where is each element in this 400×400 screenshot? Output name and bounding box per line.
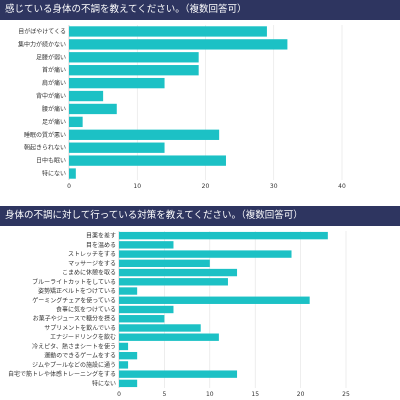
chart-2-bar	[119, 259, 210, 268]
chart-2-category-label: こまめに休憩を取る	[62, 269, 116, 277]
chart-1-bar	[69, 77, 165, 89]
chart-2-category-label: マッサージをする	[68, 260, 116, 267]
chart-2-tick-label: 0	[117, 391, 121, 398]
chart-2-category-label: 運動のできるゲームをする	[44, 352, 116, 360]
chart-1-tick-label: 0	[67, 183, 71, 190]
chart-2-tick-label: 20	[297, 391, 305, 398]
chart-2-plot: 目薬を差す目を温めるストレッチをするマッサージをするこまめに休憩を取るブルーライ…	[8, 231, 350, 398]
chart-1-bar	[69, 116, 83, 128]
chart-1-bar	[69, 103, 117, 115]
chart-1-category-label: 睡眠の質が悪い	[24, 131, 66, 139]
chart-2-bar	[119, 324, 201, 332]
chart-2-bar	[119, 296, 310, 304]
chart-2-bar	[119, 351, 138, 360]
chart-1-bar	[69, 168, 76, 179]
chart-2-tick-label: 10	[206, 391, 214, 398]
chart-2-bar	[119, 315, 165, 323]
chart-2-bar	[119, 250, 292, 258]
chart-2-bar	[119, 379, 138, 388]
chart-1-bar	[69, 142, 165, 153]
chart-1-category-label: 腰が痛い	[42, 105, 66, 113]
chart-1-tick-label: 30	[270, 183, 278, 190]
chart-2-bar	[119, 342, 129, 351]
chart-2-category-label: ストレッチをする	[68, 251, 116, 258]
chart-1-category-label: 足が痛い	[42, 118, 66, 126]
chart-2-bar	[119, 231, 328, 240]
chart-2-bar	[119, 278, 228, 286]
chart-2-tick-label: 15	[251, 391, 259, 398]
chart-1-category-label: 首が痛い	[42, 66, 66, 74]
chart-2-category-label: エナジードリンクを飲む	[50, 333, 116, 341]
chart-panel-2: 身体の不調に対して行っている対策を教えてください。（複数回答可） 目薬を差す 目を…	[0, 206, 400, 400]
chart-2-category-label: 姿勢矯正ベルトをつけている	[38, 287, 116, 295]
chart-2-bar	[119, 361, 129, 369]
chart-2-bar	[119, 370, 238, 378]
chart-1-bar	[69, 52, 199, 63]
chart-1-tick-label: 10	[133, 183, 141, 190]
chart-2-category-label: 目を温める	[86, 241, 116, 249]
chart-1-category-label: 肩が痛い	[42, 79, 66, 87]
chart-1-bar	[69, 65, 199, 76]
chart-1-bar	[69, 39, 288, 50]
chart-2-category-label: お菓子やジュースで糖分を摂る	[33, 315, 116, 323]
chart-1-plot: 目がぼやけてくる集中力が続かない足腰が弱い首が痛い肩が痛い背中が痛い腰が痛い足が…	[18, 25, 346, 190]
chart-1-category-label: 足腰が弱い	[36, 53, 66, 61]
chart-2-category-label: ゲーミングチェアを使っている	[32, 296, 116, 304]
chart-2-category-label: ブルーライトカットをしている	[32, 278, 116, 286]
chart-2-category-label: 目薬を差す	[86, 232, 116, 240]
chart-1-category-label: 日中も眠い	[36, 157, 66, 165]
chart-2-tick-label: 5	[162, 391, 166, 398]
chart-2-category-label: サプリメントを飲んでいる	[44, 324, 116, 332]
chart-1-category-label: 朝起きられない	[24, 144, 66, 152]
chart-1-category-label: 背中が痛い	[36, 92, 66, 100]
chart-1-category-label: 目がぼやけてくる	[18, 27, 66, 35]
chart-2-tick-label: 25	[342, 391, 350, 398]
chart-1-tick-label: 40	[338, 183, 346, 190]
chart-2-bar	[119, 268, 238, 277]
chart-1-bar	[69, 129, 220, 140]
chart-2-category-label: 冷えピタ、熱さまシートを使う	[32, 342, 116, 350]
chart-1-bar	[69, 90, 104, 102]
chart-2-category-label: 食事に気をつけている	[56, 306, 116, 314]
chart-2-title: 身体の不調に対して行っている対策を教えてください。（複数回答可）	[0, 206, 400, 226]
chart-2-category-label: 特にない	[92, 379, 116, 387]
chart-2-bar	[119, 287, 138, 295]
chart-1-category-label: 特にない	[42, 170, 66, 178]
chart-1-tick-label: 20	[202, 183, 210, 190]
chart-panel-1: 感じている身体の不調を教えてください。（複数回答可） 目がぼやけてくる 集中力が続…	[0, 0, 400, 190]
chart-1-bar	[69, 26, 267, 37]
chart-1-category-label: 集中力が続かない	[18, 40, 66, 48]
chart-1-title: 感じている身体の不調を教えてください。（複数回答可）	[0, 0, 400, 20]
chart-2-category-label: 自宅で筋トレや体感トレーニングをする	[8, 370, 116, 378]
chart-2-bar	[119, 305, 174, 314]
chart-2-bar	[119, 241, 174, 249]
chart-1-bar	[69, 155, 226, 166]
chart-2-bar	[119, 333, 219, 341]
chart-2-category-label: ジムやプールなどの施設に通う	[32, 361, 116, 369]
